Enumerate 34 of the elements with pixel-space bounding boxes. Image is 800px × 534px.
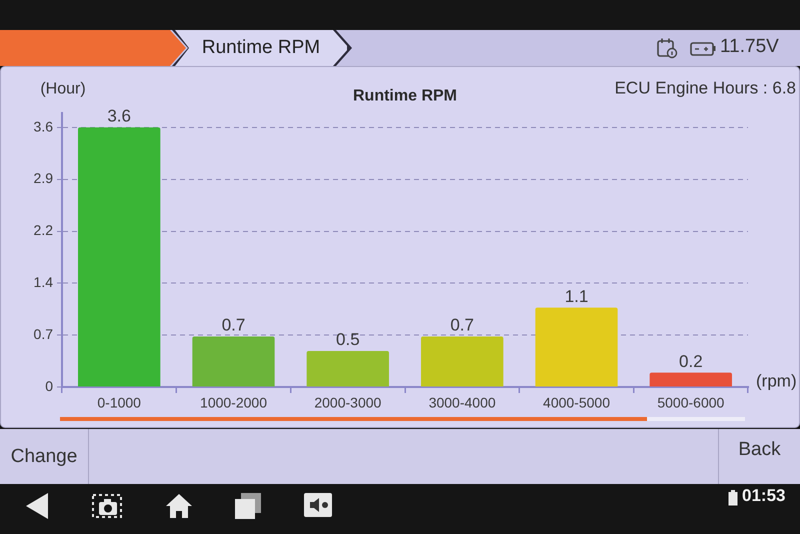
y-axis-title: (Hour) xyxy=(40,80,86,98)
bar xyxy=(78,127,160,386)
data-label: 0.7 xyxy=(222,316,246,335)
bar xyxy=(421,336,504,386)
data-label: 0.2 xyxy=(679,352,703,371)
button[interactable]: Change xyxy=(0,429,89,484)
bar xyxy=(650,372,732,386)
y-tick-label: 0 xyxy=(45,378,54,394)
data-label: 1.1 xyxy=(564,286,588,306)
y-tick-label: 3.6 xyxy=(34,118,54,134)
chart-title: Runtime RPM xyxy=(353,87,457,104)
x-tick-label: 2000-3000 xyxy=(314,394,382,410)
x-tick-label: 3000-4000 xyxy=(428,394,496,410)
y-tick-label: 2.2 xyxy=(34,222,54,238)
x-tick-label: 5000-6000 xyxy=(657,394,725,410)
text: 11.75V xyxy=(720,36,779,58)
x-axis-title: (rpm) xyxy=(756,372,797,391)
bar xyxy=(535,308,618,386)
data-label: 3.6 xyxy=(107,106,131,126)
text: 01:53 xyxy=(742,486,786,506)
button[interactable]: Back xyxy=(718,429,800,484)
bar xyxy=(192,336,275,386)
x-tick-label: 0-1000 xyxy=(97,394,142,410)
bar xyxy=(306,350,389,386)
data-label: 0.7 xyxy=(450,316,474,335)
text: ECU Engine Hours : 6.8 xyxy=(614,78,796,98)
tab[interactable]: Runtime RPM xyxy=(175,30,347,66)
y-tick-label: 0.7 xyxy=(34,326,54,342)
y-tick-label: 2.9 xyxy=(34,170,54,186)
data-label: 0.5 xyxy=(336,330,360,350)
tab[interactable] xyxy=(0,30,186,66)
y-tick-label: 1.4 xyxy=(34,274,54,290)
x-tick-label: 4000-5000 xyxy=(543,394,610,410)
x-tick-label: 1000-2000 xyxy=(200,394,268,410)
